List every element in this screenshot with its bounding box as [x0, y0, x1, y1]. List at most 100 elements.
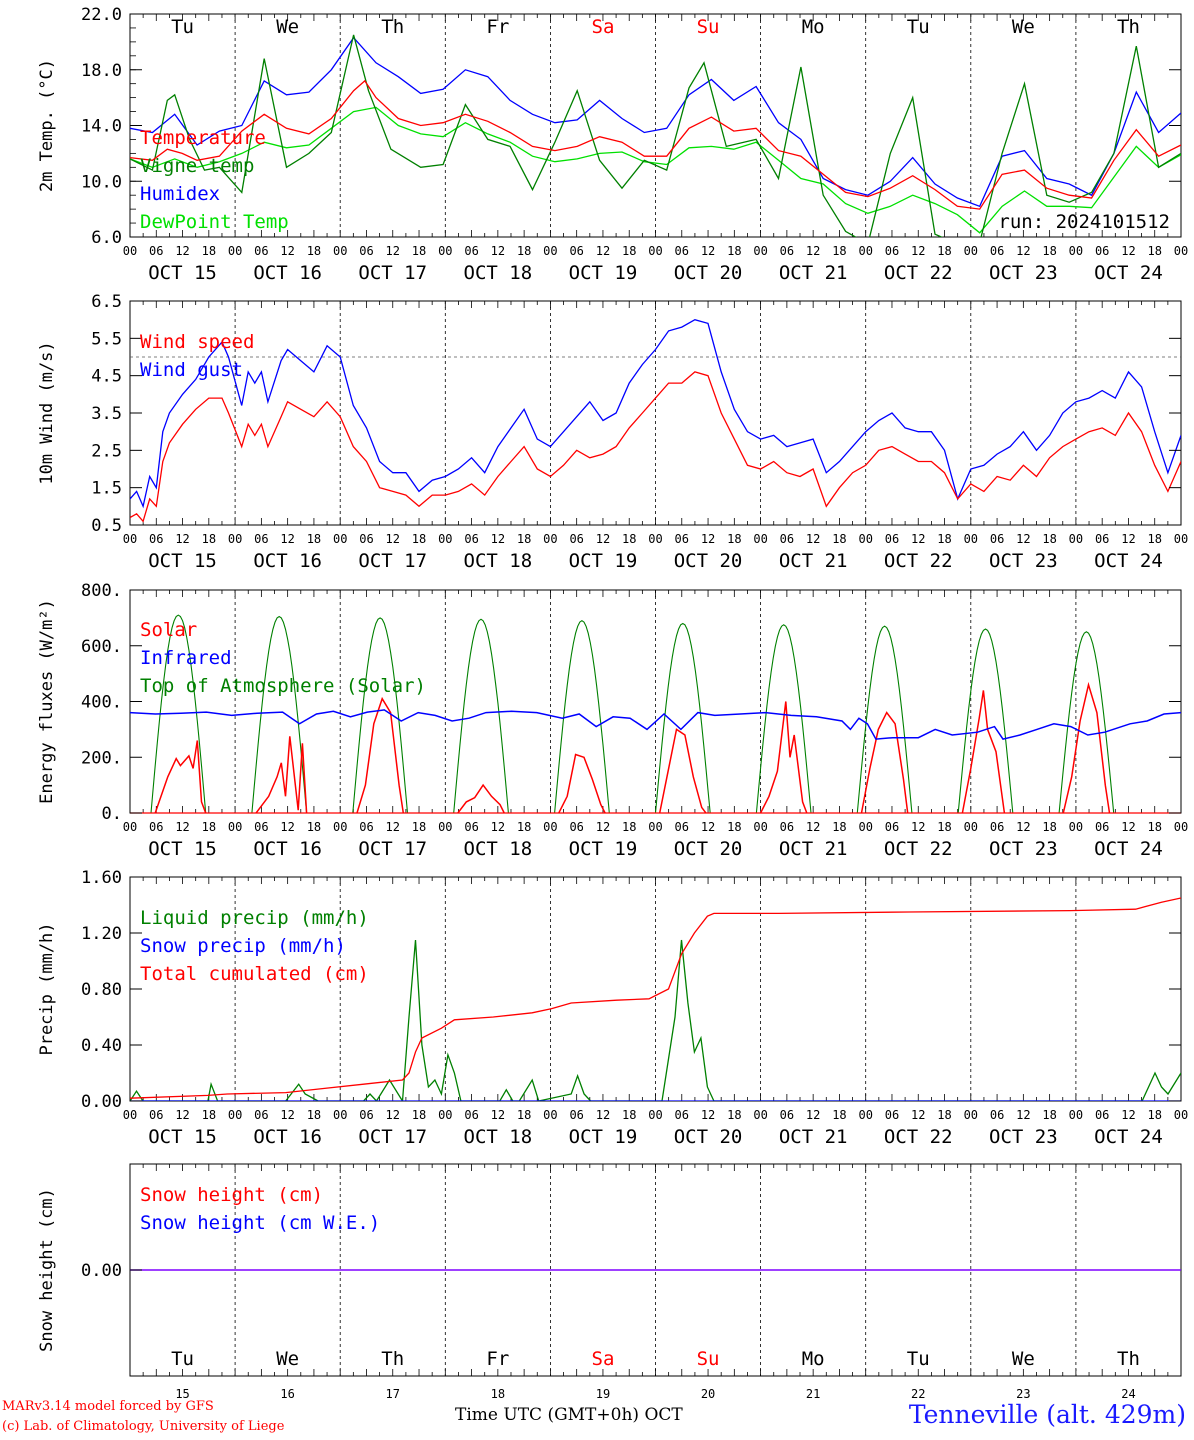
- y-tick-label: 18.0: [81, 61, 122, 81]
- day-number-label: 19: [596, 1387, 610, 1401]
- hour-tick-label: 12: [175, 532, 189, 546]
- hour-tick-label: 12: [491, 532, 505, 546]
- hour-tick-label: 06: [885, 244, 899, 258]
- date-label: OCT 17: [358, 262, 427, 284]
- series-line: [130, 319, 1181, 509]
- solar-line: [558, 753, 606, 813]
- series-line: [130, 34, 1181, 237]
- legend-entry: Liquid precip (mm/h): [140, 907, 369, 929]
- hour-tick-label: 18: [517, 820, 531, 834]
- date-label: OCT 21: [779, 262, 848, 284]
- hour-tick-label: 06: [359, 532, 373, 546]
- hour-tick-label: 18: [1147, 244, 1161, 258]
- weekday-label: Fr: [486, 16, 509, 38]
- hour-tick-label: 06: [254, 244, 268, 258]
- hour-tick-label: 12: [280, 1108, 294, 1122]
- day-number-label: 22: [911, 1387, 925, 1401]
- hour-tick-label: 18: [412, 1108, 426, 1122]
- hour-tick-label: 00: [438, 1108, 452, 1122]
- weekday-label: Mo: [802, 1348, 825, 1370]
- hour-tick-label: 18: [202, 1108, 216, 1122]
- y-tick-label: 0.40: [81, 1036, 122, 1056]
- hour-tick-label: 06: [569, 1108, 583, 1122]
- hour-tick-label: 00: [123, 532, 137, 546]
- date-label: OCT 18: [464, 1126, 533, 1148]
- hour-tick-label: 06: [675, 1108, 689, 1122]
- hour-tick-label: 18: [937, 1108, 951, 1122]
- date-label: OCT 19: [569, 1126, 638, 1148]
- hour-tick-label: 12: [386, 820, 400, 834]
- day-number-label: 18: [491, 1387, 505, 1401]
- hour-tick-label: 00: [858, 820, 872, 834]
- date-label: OCT 18: [464, 550, 533, 572]
- hour-tick-label: 00: [648, 244, 662, 258]
- hour-tick-label: 12: [806, 1108, 820, 1122]
- hour-tick-label: 12: [1016, 820, 1030, 834]
- hour-tick-label: 12: [1016, 244, 1030, 258]
- y-tick-label: 2.5: [91, 441, 122, 461]
- date-label: OCT 21: [779, 838, 848, 860]
- hour-tick-label: 18: [412, 244, 426, 258]
- legend-entry: Snow height (cm): [140, 1184, 323, 1206]
- solar-line: [255, 736, 308, 813]
- hour-tick-label: 18: [832, 1108, 846, 1122]
- weekday-label: Mo: [802, 16, 825, 38]
- y-tick-label: 22.0: [81, 5, 122, 25]
- hour-tick-label: 18: [1042, 532, 1056, 546]
- hour-tick-label: 00: [753, 1108, 767, 1122]
- weekday-label: We: [1012, 16, 1035, 38]
- y-tick-label: 0.00: [81, 1261, 122, 1281]
- hour-tick-label: 12: [596, 1108, 610, 1122]
- hour-tick-label: 12: [701, 244, 715, 258]
- hour-tick-label: 00: [858, 532, 872, 546]
- hour-tick-label: 06: [149, 532, 163, 546]
- series-line: [130, 939, 1181, 1101]
- day-number-label: 21: [806, 1387, 820, 1401]
- legend-entry: Vigne temp: [140, 155, 254, 177]
- day-number-label: 15: [175, 1387, 189, 1401]
- date-label: OCT 16: [253, 262, 322, 284]
- y-axis-label: Snow height (cm): [37, 1188, 57, 1352]
- hour-tick-label: 18: [307, 244, 321, 258]
- date-label: OCT 22: [884, 550, 953, 572]
- y-tick-label: 1.5: [91, 479, 122, 499]
- date-label: OCT 16: [253, 1126, 322, 1148]
- hour-tick-label: 18: [1147, 1108, 1161, 1122]
- legend-entry: Solar: [140, 619, 197, 641]
- hour-tick-label: 06: [1095, 820, 1109, 834]
- weekday-label: Su: [697, 16, 720, 38]
- hour-tick-label: 18: [727, 532, 741, 546]
- date-label: OCT 15: [148, 262, 217, 284]
- plot-frame: [129, 300, 1182, 526]
- infrared-line: [130, 709, 1181, 740]
- hour-tick-label: 12: [175, 1108, 189, 1122]
- hour-tick-label: 18: [1147, 532, 1161, 546]
- hour-tick-label: 06: [359, 1108, 373, 1122]
- plot-frame: [129, 589, 1182, 814]
- date-label: OCT 23: [989, 838, 1058, 860]
- weekday-label: Th: [1117, 16, 1140, 38]
- hour-tick-label: 06: [569, 532, 583, 546]
- hour-tick-label: 12: [280, 532, 294, 546]
- weekday-label: Th: [381, 16, 404, 38]
- solar-line: [658, 728, 707, 813]
- hour-tick-label: 06: [149, 1108, 163, 1122]
- toa-solar-line: [957, 628, 1014, 813]
- hour-tick-label: 06: [780, 532, 794, 546]
- hour-tick-label: 00: [438, 244, 452, 258]
- hour-tick-label: 18: [937, 820, 951, 834]
- hour-tick-label: 00: [543, 1108, 557, 1122]
- date-label: OCT 16: [253, 550, 322, 572]
- hour-tick-label: 18: [832, 820, 846, 834]
- hour-tick-label: 06: [149, 820, 163, 834]
- hour-tick-label: 06: [149, 244, 163, 258]
- hour-tick-label: 18: [517, 532, 531, 546]
- hour-tick-label: 06: [1095, 532, 1109, 546]
- hour-tick-label: 00: [228, 1108, 242, 1122]
- hour-tick-label: 18: [727, 820, 741, 834]
- hour-tick-label: 00: [1174, 244, 1188, 258]
- hour-tick-label: 00: [228, 820, 242, 834]
- date-label: OCT 20: [674, 550, 743, 572]
- y-tick-label: 3.5: [91, 404, 122, 424]
- time-axis-title: Time UTC (GMT+0h) OCT: [455, 1405, 683, 1425]
